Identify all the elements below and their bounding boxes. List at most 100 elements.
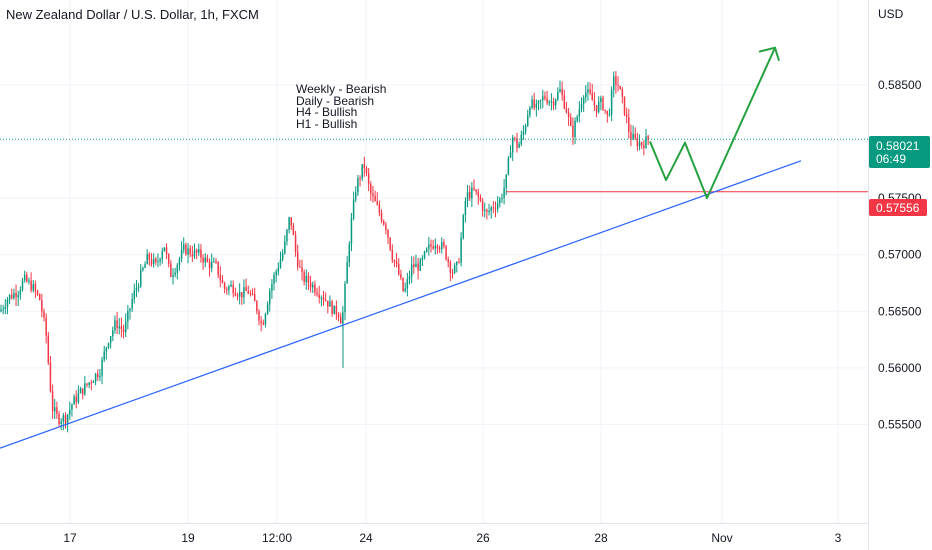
candle-body bbox=[335, 305, 338, 315]
candle-body bbox=[610, 89, 613, 115]
candle-body bbox=[509, 152, 512, 158]
candle-body bbox=[453, 264, 456, 273]
candle-body bbox=[6, 299, 9, 308]
candle-body bbox=[552, 101, 555, 106]
candle-body bbox=[602, 97, 604, 110]
candle-body bbox=[363, 164, 366, 168]
candle-body bbox=[11, 294, 13, 299]
candle-body bbox=[604, 109, 606, 111]
candle-body bbox=[88, 382, 90, 385]
candle-body bbox=[262, 322, 265, 325]
candle-body bbox=[8, 294, 11, 300]
x-tick-label: Nov bbox=[711, 531, 732, 545]
candle-body bbox=[202, 257, 204, 263]
candle-body bbox=[155, 258, 157, 263]
candle-body bbox=[234, 293, 237, 296]
candle-body bbox=[193, 249, 196, 257]
candle-body bbox=[165, 247, 168, 255]
candle-body bbox=[161, 251, 163, 260]
candle-body bbox=[466, 192, 469, 202]
candle-body bbox=[144, 264, 146, 268]
candle-body bbox=[393, 260, 396, 262]
candle-body bbox=[496, 203, 499, 209]
bias-notes: Weekly - Bearish Daily - Bearish H4 - Bu… bbox=[296, 83, 386, 130]
candle-body bbox=[619, 86, 621, 90]
candle-body bbox=[92, 381, 95, 384]
candle-body bbox=[365, 167, 368, 174]
candle-body bbox=[47, 335, 50, 363]
candle-body bbox=[400, 274, 402, 278]
candle-body bbox=[206, 257, 209, 262]
candle-body bbox=[613, 76, 615, 90]
candle-body bbox=[413, 264, 415, 268]
candle-body bbox=[518, 144, 520, 148]
candle-body bbox=[606, 110, 609, 115]
candle-body bbox=[589, 89, 591, 94]
candle-body bbox=[621, 89, 624, 97]
candle-body bbox=[116, 320, 118, 329]
candle-body bbox=[17, 294, 19, 298]
candle-body bbox=[488, 211, 490, 213]
candle-body bbox=[180, 249, 183, 259]
candle-body bbox=[346, 262, 348, 284]
candle-body bbox=[529, 107, 531, 116]
candle-body bbox=[51, 391, 54, 412]
candle-body bbox=[434, 245, 437, 249]
candle-body bbox=[228, 286, 230, 291]
candle-body bbox=[131, 298, 133, 309]
candle-body bbox=[327, 300, 329, 307]
candle-body bbox=[97, 373, 99, 378]
candle-body bbox=[647, 136, 649, 140]
candle-body bbox=[273, 275, 275, 284]
candle-body bbox=[296, 251, 299, 267]
candle-body bbox=[217, 261, 219, 276]
candle-body bbox=[269, 290, 271, 305]
candle-body bbox=[19, 290, 22, 295]
candle-body bbox=[419, 260, 421, 271]
candle-body bbox=[2, 308, 4, 310]
candle-body bbox=[316, 292, 318, 295]
candle-body bbox=[582, 97, 585, 105]
candle-body bbox=[279, 259, 282, 268]
price-axis[interactable]: 0.555000.560000.565000.570000.575000.580… bbox=[878, 78, 922, 431]
candle-body bbox=[284, 241, 286, 253]
candle-body bbox=[159, 259, 161, 262]
candle-body bbox=[183, 244, 185, 250]
candle-body bbox=[301, 266, 303, 273]
candle-body bbox=[176, 265, 179, 273]
candle-body bbox=[256, 301, 258, 312]
candle-body bbox=[499, 199, 501, 204]
candle-body bbox=[539, 100, 542, 102]
candle-body bbox=[402, 277, 404, 291]
candle-body bbox=[559, 89, 561, 92]
candle-body bbox=[64, 415, 67, 424]
candle-body bbox=[28, 280, 30, 282]
candle-body bbox=[464, 201, 467, 216]
candle-body bbox=[314, 284, 316, 293]
candle-body bbox=[58, 413, 60, 425]
candle-body bbox=[236, 295, 239, 297]
candle-body bbox=[367, 173, 370, 184]
candle-body bbox=[479, 196, 482, 201]
candle-body bbox=[456, 261, 458, 265]
candle-body bbox=[167, 254, 170, 264]
candle-body bbox=[331, 301, 333, 315]
candle-body bbox=[189, 248, 191, 255]
candle-body bbox=[238, 292, 241, 297]
candle-body bbox=[451, 272, 454, 274]
candle-body bbox=[638, 142, 641, 147]
candle-body bbox=[324, 300, 327, 302]
trendline bbox=[0, 160, 802, 449]
candle-body bbox=[406, 279, 409, 289]
time-axis[interactable]: 17 19 12:00 24 26 28 Nov 3 bbox=[63, 531, 841, 545]
candle-body bbox=[241, 292, 243, 298]
candle-body bbox=[305, 275, 308, 282]
level-price-badge-bg bbox=[869, 199, 927, 216]
note-h4: H4 - Bullish bbox=[296, 105, 358, 119]
candle-body bbox=[303, 272, 305, 282]
candle-body bbox=[210, 261, 213, 269]
candle-body bbox=[484, 209, 486, 211]
candle-body bbox=[415, 263, 417, 268]
candle-body bbox=[468, 192, 471, 199]
